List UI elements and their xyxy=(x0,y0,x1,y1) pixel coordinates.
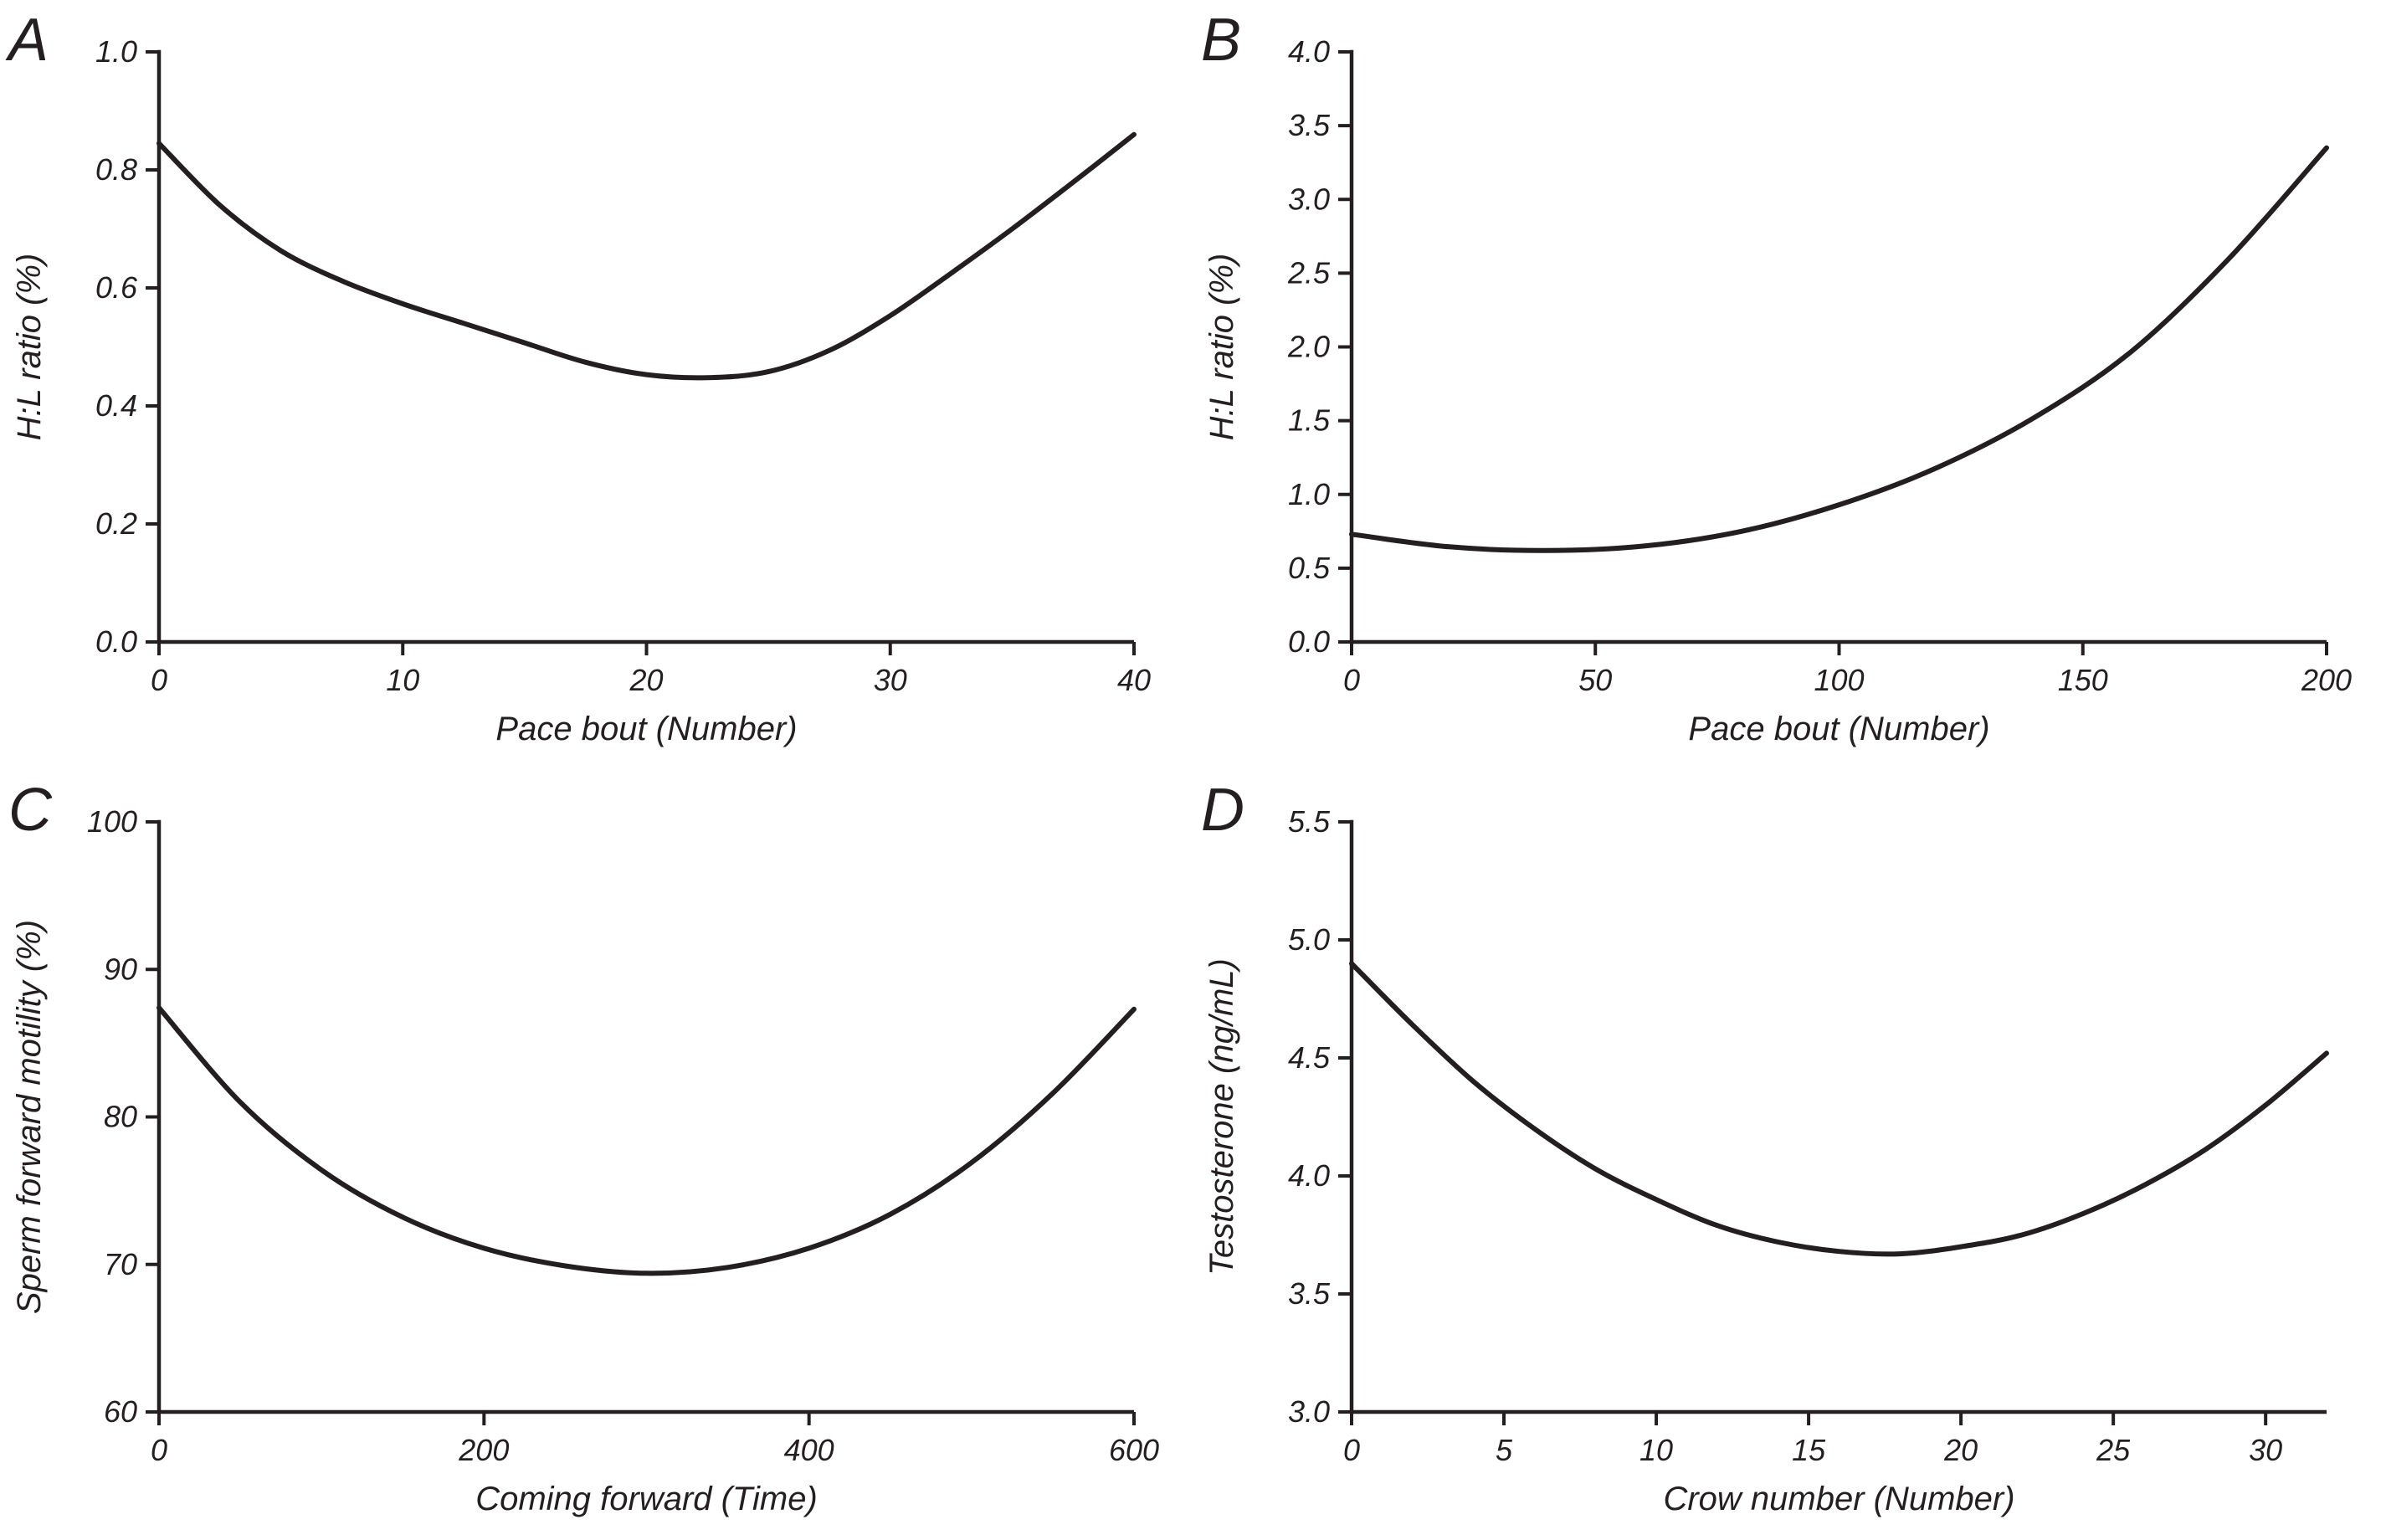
y-tick-label: 70 xyxy=(104,1247,137,1281)
x-tick-label: 40 xyxy=(1117,663,1151,697)
x-tick-label: 5 xyxy=(1496,1433,1513,1467)
panel-letter: B xyxy=(1201,7,1241,74)
x-tick-label: 200 xyxy=(458,1433,509,1467)
y-axis-label: Testosterone (ng/mL) xyxy=(1203,958,1240,1276)
x-tick-label: 0 xyxy=(1343,1433,1360,1467)
panel-letter: C xyxy=(8,777,53,844)
y-tick-label: 80 xyxy=(104,1100,137,1134)
y-tick-label: 1.5 xyxy=(1288,403,1331,438)
y-tick-label: 5.5 xyxy=(1288,804,1331,839)
fitted-curve xyxy=(157,1005,1137,1276)
y-tick-label: 2.0 xyxy=(1287,330,1330,364)
y-tick-label: 2.5 xyxy=(1287,255,1331,290)
y-tick-label: 0.0 xyxy=(1288,624,1330,659)
x-tick-label: 25 xyxy=(2096,1433,2131,1467)
y-axis-label: H:L ratio (%) xyxy=(11,254,48,441)
x-tick-label: 10 xyxy=(1639,1433,1673,1467)
chart-a-svg: 0 10 20 30 40 0.0 0.2 0.4 0.6 0.8 1.0 Pace bout (Nu… xyxy=(5,7,1151,747)
y-tick-label: 0.2 xyxy=(95,506,137,541)
y-tick-label: 0.5 xyxy=(1288,551,1331,585)
y-tick-label: 100 xyxy=(87,804,137,839)
y-tick-label: 60 xyxy=(104,1394,137,1429)
x-tick-label: 0 xyxy=(151,663,167,697)
y-tick-label: 5.0 xyxy=(1288,922,1330,957)
x-tick-label: 50 xyxy=(1578,663,1612,697)
fitted-curve xyxy=(1349,145,2329,553)
panel-letter: D xyxy=(1201,777,1244,844)
x-axis-label: Pace bout (Number) xyxy=(495,711,797,747)
y-tick-label: 90 xyxy=(104,952,137,986)
x-tick-label: 100 xyxy=(1814,663,1864,697)
y-tick-label: 4.5 xyxy=(1288,1040,1331,1075)
chart-b-svg: 0 50 100 150 200 0.0 0.5 1.0 1.5 2.0 2.5 3.0 3.5 4.0 P… xyxy=(1201,7,2352,747)
y-tick-label: 0.8 xyxy=(95,152,137,187)
x-tick-label: 0 xyxy=(151,1433,167,1467)
panel-c: 0 200 400 600 60 70 80 90 100 Coming forward (Tim… xyxy=(0,770,1193,1540)
fitted-curve xyxy=(1349,961,2329,1257)
y-tick-label: 0.4 xyxy=(95,388,137,423)
y-tick-label: 3.0 xyxy=(1288,1394,1330,1429)
x-tick-label: 200 xyxy=(2301,663,2352,697)
y-tick-label: 3.5 xyxy=(1288,1276,1331,1311)
y-tick-label: 4.0 xyxy=(1288,34,1330,69)
x-tick-label: 30 xyxy=(874,663,907,697)
x-tick-label: 20 xyxy=(1943,1433,1978,1467)
y-tick-label: 0.6 xyxy=(95,270,138,305)
chart-c-svg: 0 200 400 600 60 70 80 90 100 Coming forward (Tim… xyxy=(8,777,1159,1517)
x-tick-label: 30 xyxy=(2249,1433,2282,1467)
y-tick-label: 3.0 xyxy=(1288,182,1330,216)
x-tick-label: 150 xyxy=(2058,663,2108,697)
fitted-curve xyxy=(157,131,1137,381)
x-axis-label: Crow number (Number) xyxy=(1663,1481,2014,1517)
x-tick-label: 400 xyxy=(784,1433,834,1467)
x-tick-label: 10 xyxy=(386,663,419,697)
y-axis-label: Sperm forward motility (%) xyxy=(11,920,48,1314)
panel-d: 0 5 10 15 20 25 30 3.0 3.5 4.0 4.5 5.0 5.5 Crow numbe… xyxy=(1193,770,2385,1540)
x-tick-label: 600 xyxy=(1109,1433,1159,1467)
y-tick-label: 1.0 xyxy=(1288,477,1330,511)
panel-b: 0 50 100 150 200 0.0 0.5 1.0 1.5 2.0 2.5 3.0 3.5 4.0 P… xyxy=(1193,0,2385,770)
x-tick-label: 20 xyxy=(629,663,663,697)
panel-a: 0 10 20 30 40 0.0 0.2 0.4 0.6 0.8 1.0 Pace bout (Nu… xyxy=(0,0,1193,770)
y-tick-label: 4.0 xyxy=(1288,1158,1330,1193)
y-tick-label: 0.0 xyxy=(95,624,137,659)
x-tick-label: 15 xyxy=(1792,1433,1826,1467)
panel-letter: A xyxy=(5,7,49,74)
y-tick-label: 3.5 xyxy=(1288,108,1331,142)
y-axis-label: H:L ratio (%) xyxy=(1203,254,1240,441)
x-tick-label: 0 xyxy=(1343,663,1360,697)
x-axis-label: Pace bout (Number) xyxy=(1688,711,1989,747)
x-axis-label: Coming forward (Time) xyxy=(475,1481,818,1517)
y-tick-label: 1.0 xyxy=(95,34,137,69)
chart-d-svg: 0 5 10 15 20 25 30 3.0 3.5 4.0 4.5 5.0 5.5 Crow numbe… xyxy=(1201,777,2329,1517)
